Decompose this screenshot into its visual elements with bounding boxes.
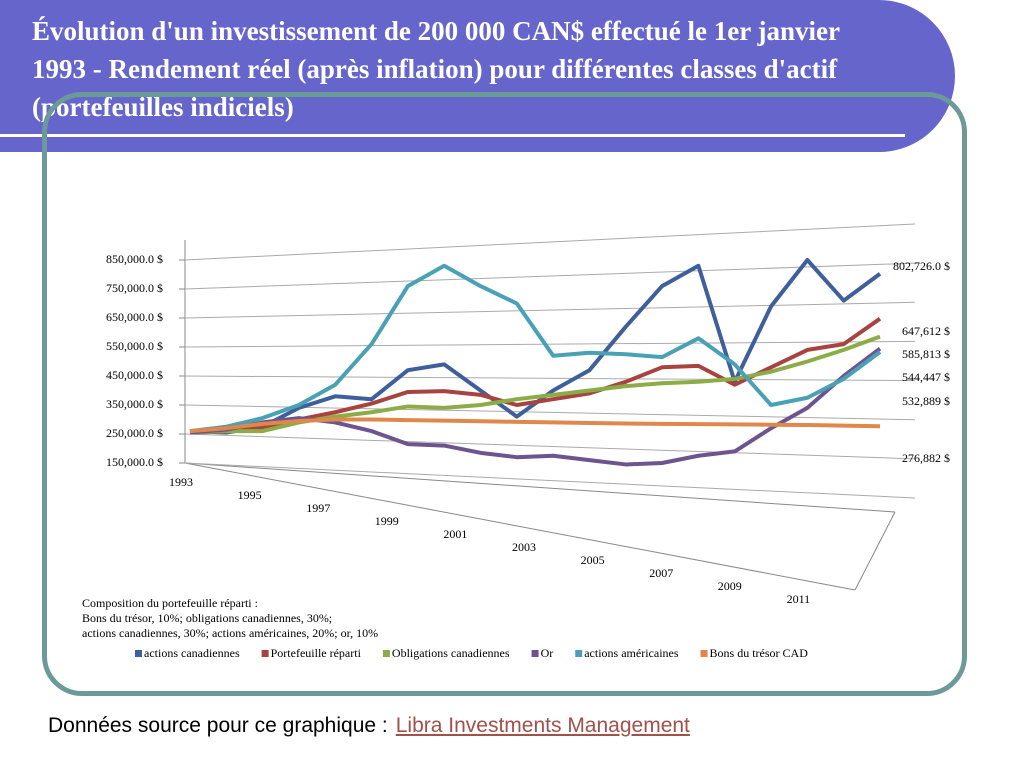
y-tick-label: 350,000.0 $ [106, 397, 163, 411]
grid-line [184, 462, 916, 499]
y-tick-label: 450,000.0 $ [106, 368, 163, 382]
x-tick-label: 2001 [443, 527, 467, 541]
x-tick-label: 2003 [512, 540, 536, 554]
floor-front [184, 462, 896, 513]
y-tick-label: 850,000.0 $ [106, 252, 163, 266]
grid-line [184, 301, 916, 319]
annotation: Bons du trésor, 10%; obligations canadie… [82, 611, 332, 625]
legend-swatch [135, 650, 142, 657]
data-label: 544,447 $ [902, 370, 950, 384]
legend-label: actions canadiennes [144, 646, 240, 660]
x-tick-label: 2007 [649, 566, 673, 580]
footer-text: Données source pour ce graphique : [48, 714, 388, 737]
series-line [189, 317, 882, 435]
legend-swatch [382, 650, 390, 657]
source-link[interactable]: Libra Investments Management [395, 714, 690, 737]
data-label: 802,726.0 $ [893, 259, 950, 273]
x-tick-label: 1999 [375, 514, 399, 528]
slide-title: Évolution d'un investissement de 200 000… [32, 16, 840, 122]
x-tick-label: 1997 [306, 501, 330, 515]
chart: 150,000.0 $ 250,000.0 $ 350,000.0 $ 450,000… [82, 223, 950, 660]
legend-swatch [531, 650, 539, 657]
data-label: 532,889 $ [902, 394, 950, 408]
header: Évolution d'un investissement de 200 000… [0, 0, 955, 152]
x-tick-label: 1995 [238, 488, 262, 502]
x-tick-label: 2005 [581, 553, 605, 567]
legend-label: Bons du trésor CAD [710, 646, 809, 660]
grid-line [184, 375, 916, 382]
floor-diagonal [184, 462, 856, 591]
annotation: Composition du portefeuille réparti : [82, 596, 258, 610]
y-tick-label: 150,000.0 $ [106, 455, 163, 469]
frame [42, 92, 967, 696]
series-line [189, 417, 881, 434]
floor-right [854, 511, 896, 591]
legend-swatch [575, 650, 583, 657]
data-label: 647,612 $ [902, 324, 950, 338]
grid-line [184, 433, 916, 460]
x-tick-label: 2009 [718, 579, 742, 593]
y-tick-label: 250,000.0 $ [106, 426, 163, 440]
legend-swatch [261, 650, 269, 657]
legend-label: Portefeuille réparti [271, 646, 362, 660]
title-rule [0, 134, 905, 137]
grid-line [184, 340, 916, 348]
legend-swatch [700, 650, 708, 657]
legend-label: Obligations canadiennes [392, 646, 510, 660]
series-line [189, 263, 882, 434]
data-label: 276,882 $ [902, 451, 950, 465]
data-label: 585,813 $ [902, 347, 950, 361]
y-tick-label: 650,000.0 $ [106, 310, 163, 324]
x-tick-label: 2011 [787, 592, 811, 606]
legend-label: actions américaines [584, 646, 679, 660]
annotation: actions canadiennes, 30%; actions améric… [82, 626, 378, 640]
legend-label: Or [541, 646, 554, 660]
x-tick-label: 1993 [169, 475, 193, 489]
grid-line [184, 223, 916, 261]
y-tick-label: 550,000.0 $ [106, 339, 163, 353]
y-tick-label: 750,000.0 $ [106, 281, 163, 295]
footer: Données source pour ce graphique : Libra … [48, 714, 690, 738]
grid-line [184, 262, 916, 290]
